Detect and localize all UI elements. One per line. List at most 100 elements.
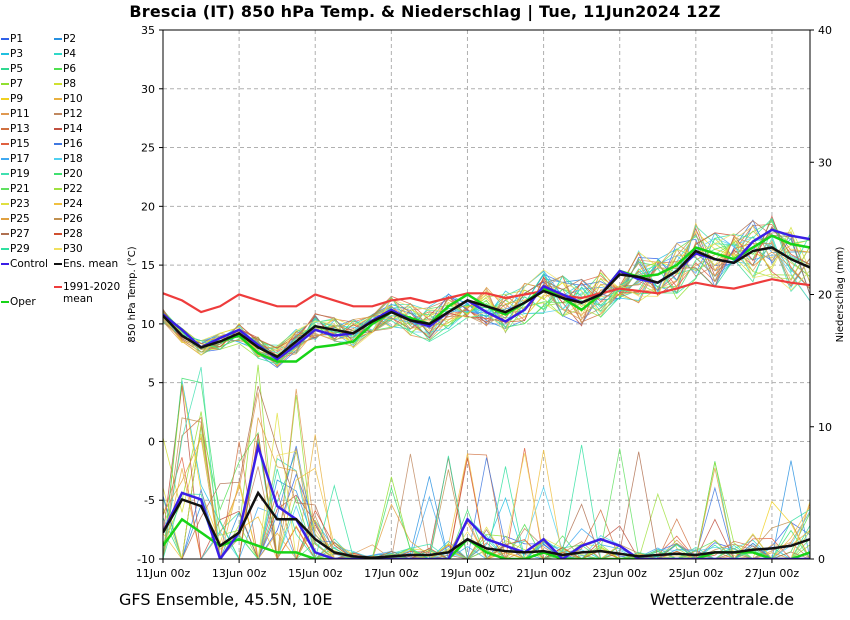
legend-label: Oper <box>10 295 36 308</box>
legend-label: P10 <box>63 93 83 105</box>
x-tick-label: 11Jun 00z <box>136 567 191 580</box>
legend-label: P16 <box>63 138 83 150</box>
legend-swatch <box>54 143 62 145</box>
y-tick-label: -10 <box>137 553 155 566</box>
legend-swatch <box>1 128 9 130</box>
legend-item: P18 <box>54 153 83 165</box>
member-temperature-lines <box>163 215 810 369</box>
plot-frame <box>162 29 811 560</box>
legend-item: P28 <box>54 228 83 240</box>
x-tick-label: 25Jun 00z <box>669 567 724 580</box>
legend-item: P30 <box>54 243 83 255</box>
legend-item: P8 <box>54 78 76 90</box>
legend-label: P3 <box>10 48 24 60</box>
member-precipitation-lines <box>163 364 810 559</box>
legend-swatch <box>1 188 9 190</box>
y-tick-label: 30 <box>141 83 155 96</box>
legend-item: P1 <box>1 33 23 45</box>
member-temp-line <box>163 222 810 356</box>
y-tick-label: 10 <box>141 318 155 331</box>
legend-item: P26 <box>54 213 83 225</box>
legend-swatch <box>1 158 9 160</box>
legend-item: P16 <box>54 138 83 150</box>
oper-precip-line <box>163 517 810 559</box>
legend-item: Control <box>1 258 48 270</box>
legend-item: P22 <box>54 183 83 195</box>
y2-tick-label: 10 <box>818 421 832 434</box>
legend-label: Ens. mean <box>63 258 119 270</box>
legend-item: P12 <box>54 108 83 120</box>
member-precip-line <box>163 364 810 559</box>
legend-label: P12 <box>63 108 83 120</box>
legend-label: P11 <box>10 108 30 120</box>
legend-swatch <box>54 158 62 160</box>
member-precip-line <box>163 417 810 559</box>
legend-label: P9 <box>10 93 24 105</box>
legend-swatch <box>54 188 62 190</box>
legend-swatch <box>1 233 9 235</box>
legend-swatch <box>1 218 9 220</box>
y2-tick-label: 30 <box>818 156 832 169</box>
legend-label: P14 <box>63 123 83 135</box>
legend-label: P19 <box>10 168 30 180</box>
legend-swatch <box>1 143 9 145</box>
legend-swatch <box>54 173 62 175</box>
y-tick-label: 25 <box>141 142 155 155</box>
legend-label: P26 <box>63 213 83 225</box>
legend-swatch <box>54 83 62 85</box>
legend-item: P23 <box>1 198 30 210</box>
legend-item: Ens. mean <box>54 258 118 270</box>
legend-item: 1991-2020 mean <box>54 281 120 305</box>
member-precip-line <box>163 485 810 559</box>
member-temp-line <box>163 237 810 353</box>
legend-swatch <box>54 233 62 235</box>
y-axis-label: 850 hPa Temp. (°C) <box>127 246 138 342</box>
legend-item: P13 <box>1 123 30 135</box>
legend-item: P24 <box>54 198 83 210</box>
legend-label: P2 <box>63 33 77 45</box>
legend-item: P21 <box>1 183 30 195</box>
legend-swatch <box>1 248 9 250</box>
legend-label: P1 <box>10 33 24 45</box>
legend-swatch <box>54 285 62 288</box>
legend-label: P22 <box>63 183 83 195</box>
member-temp-line <box>163 232 810 357</box>
legend-swatch <box>54 53 62 55</box>
y-tick-label: 0 <box>148 435 155 448</box>
legend-item: P15 <box>1 138 30 150</box>
legend-item: P7 <box>1 78 23 90</box>
legend-item: P10 <box>54 93 83 105</box>
member-precip-line <box>163 453 810 559</box>
legend-item: P17 <box>1 153 30 165</box>
y-tick-label: 20 <box>141 200 155 213</box>
x-tick-label: 23Jun 00z <box>592 567 647 580</box>
member-precip-line <box>163 495 810 559</box>
legend-item: P25 <box>1 213 30 225</box>
legend-label: P29 <box>10 243 30 255</box>
legend-label: P17 <box>10 153 30 165</box>
legend-swatch <box>1 263 9 265</box>
legend-item: P3 <box>1 48 23 60</box>
legend-label: P24 <box>63 198 83 210</box>
legend-label-line2: mean <box>63 292 93 305</box>
ens-mean-temp-line <box>163 246 810 359</box>
member-temp-line <box>163 225 810 354</box>
legend-label: Control <box>10 258 48 270</box>
x-tick-label: 19Jun 00z <box>440 567 495 580</box>
legend-swatch <box>54 38 62 40</box>
legend-swatch <box>54 113 62 115</box>
legend-item: P2 <box>54 33 76 45</box>
legend-item: Oper <box>1 296 36 308</box>
legend-swatch <box>54 263 62 265</box>
x-tick-label: 15Jun 00z <box>288 567 343 580</box>
legend-item: P4 <box>54 48 76 60</box>
member-temp-line <box>163 222 810 356</box>
legend-swatch <box>1 203 9 205</box>
legend-swatch <box>54 203 62 205</box>
oper-temp-line <box>163 234 810 363</box>
y-tick-label: 35 <box>141 24 155 37</box>
legend-swatch <box>54 218 62 220</box>
legend-item: P6 <box>54 63 76 75</box>
x-axis-label: Date (UTC) <box>458 584 513 595</box>
